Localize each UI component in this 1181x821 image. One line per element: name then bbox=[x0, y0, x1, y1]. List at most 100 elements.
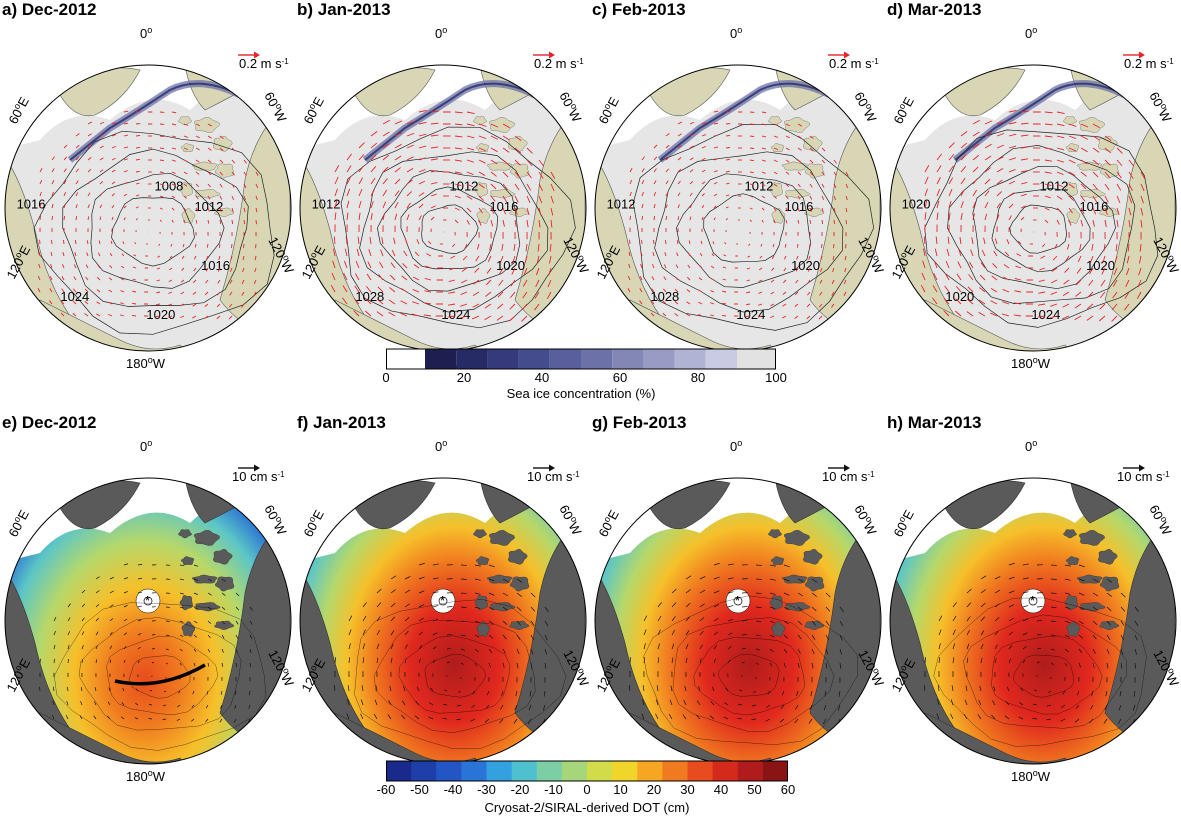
current-vector bbox=[95, 659, 98, 664]
current-vector bbox=[1062, 690, 1066, 695]
drift-vector bbox=[773, 171, 778, 175]
current-vector bbox=[657, 643, 660, 650]
isobar bbox=[359, 151, 549, 313]
drift-vector bbox=[948, 189, 953, 197]
current-vector bbox=[123, 646, 127, 650]
drift-vector bbox=[984, 213, 988, 221]
drift-vector bbox=[394, 213, 398, 221]
current-vector bbox=[544, 648, 547, 655]
current-vector bbox=[193, 564, 199, 567]
drift-vector bbox=[809, 207, 812, 212]
drift-vector bbox=[135, 218, 139, 221]
colorbar-segment bbox=[737, 761, 764, 781]
current-vector bbox=[474, 606, 481, 609]
drift-vector bbox=[51, 180, 55, 185]
drift-vector bbox=[797, 159, 802, 163]
island bbox=[1063, 529, 1077, 539]
drift-vector bbox=[662, 300, 667, 305]
current-vector bbox=[783, 578, 790, 582]
current-vector bbox=[527, 718, 532, 725]
drift-vector bbox=[665, 192, 669, 197]
current-vector bbox=[513, 718, 518, 724]
drift-vector bbox=[472, 315, 480, 320]
current-vector bbox=[727, 605, 734, 608]
current-vector bbox=[1120, 620, 1125, 626]
drift-vector bbox=[135, 194, 140, 197]
pole-marker bbox=[438, 596, 448, 606]
current-vector bbox=[655, 713, 659, 720]
drift-vector bbox=[796, 255, 799, 260]
dot-contour bbox=[398, 635, 511, 714]
current-vector bbox=[488, 606, 495, 610]
drift-vector bbox=[1124, 291, 1130, 299]
isobar-label: 1024 bbox=[1031, 307, 1060, 322]
panel-title: f) Jan-2013 bbox=[297, 413, 386, 432]
current-vector bbox=[248, 704, 251, 710]
drift-vector bbox=[414, 251, 420, 257]
drift-vector bbox=[159, 159, 164, 162]
drift-vector bbox=[749, 147, 755, 150]
drift-vector bbox=[430, 134, 439, 137]
drift-vector bbox=[394, 120, 403, 125]
drift-vector bbox=[156, 267, 161, 270]
drift-vector bbox=[254, 267, 257, 273]
current-vector bbox=[376, 657, 379, 664]
current-vector bbox=[516, 662, 519, 669]
drift-vector bbox=[819, 291, 823, 296]
drift-vector bbox=[721, 314, 727, 317]
current-vector bbox=[1106, 592, 1112, 597]
drift-vector bbox=[354, 285, 360, 293]
current-vector bbox=[248, 690, 251, 696]
current-vector bbox=[249, 620, 253, 625]
drift-vector bbox=[60, 312, 65, 317]
current-vector bbox=[432, 563, 439, 566]
drift-vector bbox=[413, 264, 420, 269]
drift-vector bbox=[418, 110, 427, 113]
drift-vector bbox=[181, 255, 185, 260]
colorbar-segment bbox=[705, 349, 737, 369]
drift-vector bbox=[538, 159, 545, 167]
drift-vector bbox=[653, 192, 657, 197]
drift-vector bbox=[770, 315, 775, 319]
current-vector bbox=[1047, 690, 1052, 693]
drift-vector bbox=[195, 147, 200, 151]
drift-vector bbox=[785, 171, 790, 175]
drift-vector bbox=[255, 171, 259, 176]
drift-vector bbox=[466, 123, 475, 127]
drift-vector bbox=[382, 143, 390, 149]
drift-vector bbox=[699, 265, 703, 269]
colorbar-tick-label: 20 bbox=[646, 782, 662, 797]
dot-contour bbox=[672, 617, 835, 732]
drift-vector bbox=[1056, 207, 1062, 213]
drift-vector bbox=[677, 133, 682, 137]
drift-vector bbox=[833, 207, 836, 213]
isobar-label: 1028 bbox=[355, 289, 384, 304]
current-vector bbox=[671, 643, 675, 650]
drift-vector bbox=[936, 200, 940, 209]
drift-vector bbox=[710, 290, 715, 293]
drift-vector bbox=[1074, 303, 1082, 309]
drift-vector bbox=[394, 132, 403, 137]
drift-vector bbox=[1115, 243, 1118, 252]
drift-vector bbox=[538, 207, 542, 216]
drift-vector bbox=[86, 252, 89, 257]
colorbar-segment bbox=[456, 349, 488, 369]
drift-vector bbox=[510, 279, 516, 287]
drift-vector bbox=[992, 263, 998, 269]
current-vector bbox=[810, 690, 813, 697]
drift-vector bbox=[1100, 279, 1106, 287]
current-vector bbox=[938, 643, 941, 650]
current-vector bbox=[151, 648, 155, 650]
drift-vector bbox=[797, 195, 801, 200]
drift-vector bbox=[549, 243, 552, 252]
current-vector bbox=[80, 687, 83, 692]
drift-vector bbox=[922, 248, 926, 257]
dot-contour bbox=[106, 636, 219, 716]
current-vector bbox=[1022, 591, 1029, 594]
current-vector bbox=[1078, 578, 1085, 582]
drift-vector bbox=[761, 111, 767, 114]
current-vector bbox=[486, 690, 490, 696]
drift-vector bbox=[159, 195, 164, 198]
colorbar-tick-label: 0 bbox=[583, 782, 591, 797]
drift-vector bbox=[183, 123, 189, 126]
